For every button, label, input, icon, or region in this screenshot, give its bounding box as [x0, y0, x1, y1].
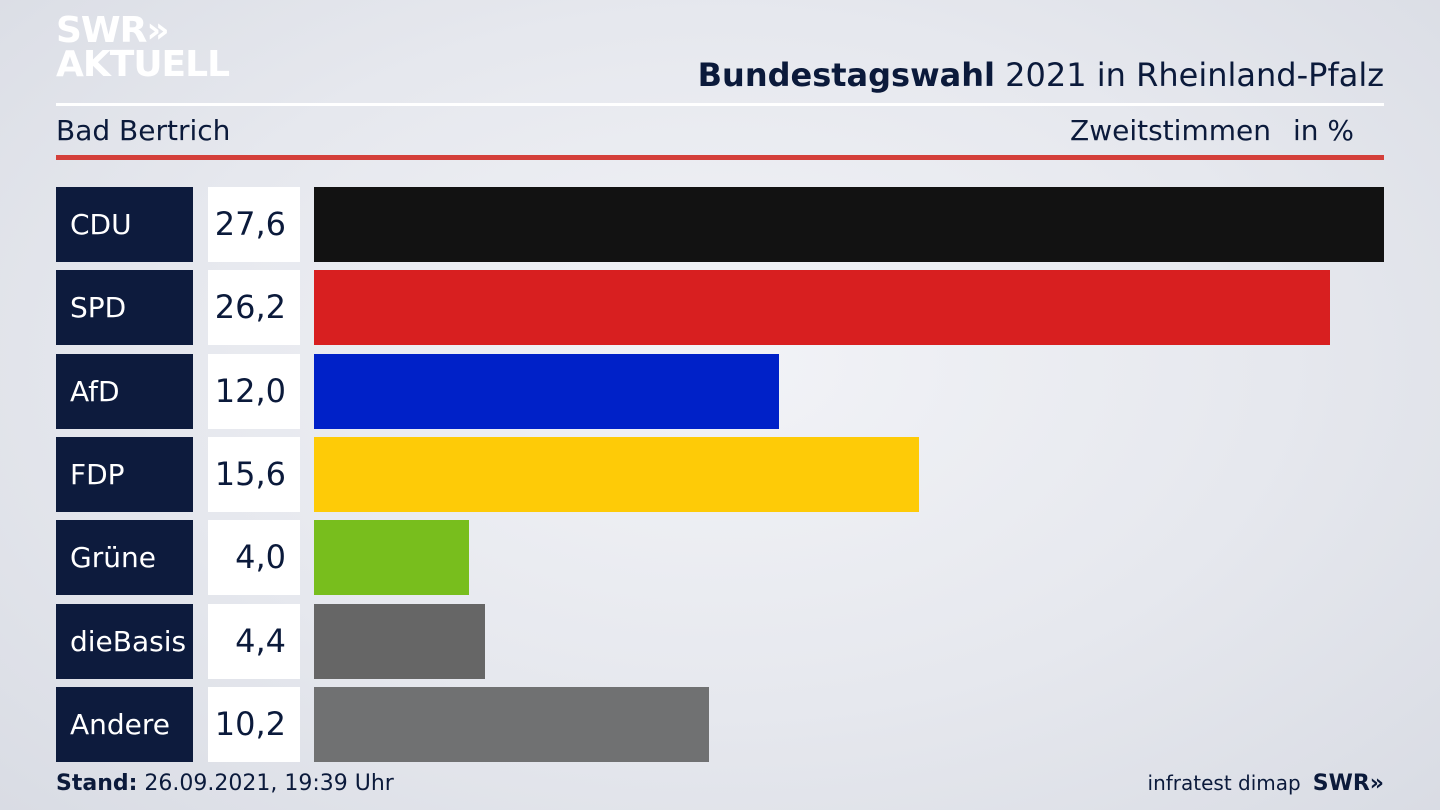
value-label-afd: 12,0 — [208, 353, 300, 429]
party-label-andere: Andere — [56, 686, 193, 762]
stand-value: 26.09.2021, 19:39 Uhr — [137, 771, 394, 796]
stand-label: Stand: — [56, 771, 138, 796]
bar-grüne — [314, 520, 469, 596]
value-label-spd: 26,2 — [208, 270, 300, 346]
party-label-afd: AfD — [56, 353, 193, 429]
value-label-andere: 10,2 — [208, 686, 300, 762]
bar-row-andere: Andere 10,2 — [56, 686, 1384, 762]
party-label-cdu: CDU — [56, 187, 193, 262]
source-credit: infratest dimap SWR» — [1148, 771, 1384, 796]
party-label-grüne: Grüne — [56, 520, 193, 596]
bar-row-grüne: Grüne 4,0 — [56, 520, 1384, 596]
header-divider — [56, 103, 1384, 106]
party-label-spd: SPD — [56, 270, 193, 346]
vote-type: Zweitstimmen — [1070, 114, 1271, 147]
bar-diebasis — [314, 603, 485, 679]
party-label-diebasis: dieBasis — [56, 603, 193, 679]
bar-afd — [314, 353, 779, 429]
accent-divider — [56, 155, 1384, 160]
value-label-diebasis: 4,4 — [208, 603, 300, 679]
bar-spd — [314, 270, 1330, 346]
bar-cdu — [314, 187, 1384, 262]
region-name: Bad Bertrich — [56, 114, 231, 147]
party-label-fdp: FDP — [56, 436, 193, 512]
bar-fdp — [314, 436, 919, 512]
timestamp: Stand: 26.09.2021, 19:39 Uhr — [56, 771, 394, 796]
chart-subtitle: Zweitstimmen in % — [1070, 114, 1354, 147]
chart-title: Bundestagswahl 2021 in Rheinland-Pfalz — [698, 56, 1384, 94]
chart-title-bold: Bundestagswahl — [697, 56, 995, 94]
value-label-grüne: 4,0 — [208, 520, 300, 596]
value-label-fdp: 15,6 — [208, 436, 300, 512]
source-name: infratest dimap — [1147, 771, 1301, 795]
bar-andere — [314, 686, 709, 762]
swr-logo-small: SWR» — [1312, 771, 1384, 796]
chart-title-rest: 2021 in Rheinland-Pfalz — [995, 56, 1384, 94]
bar-row-cdu: CDU 27,6 — [56, 187, 1384, 262]
unit-label: in % — [1292, 114, 1354, 147]
bar-row-diebasis: dieBasis 4,4 — [56, 603, 1384, 679]
value-label-cdu: 27,6 — [208, 187, 300, 262]
bar-row-afd: AfD 12,0 — [56, 353, 1384, 429]
logo-line-1: SWR» — [56, 10, 170, 51]
logo-line-2: AKTUELL — [56, 44, 230, 85]
swr-aktuell-logo: SWR» AKTUELL — [56, 10, 230, 85]
bar-row-fdp: FDP 15,6 — [56, 436, 1384, 512]
bar-row-spd: SPD 26,2 — [56, 270, 1384, 346]
